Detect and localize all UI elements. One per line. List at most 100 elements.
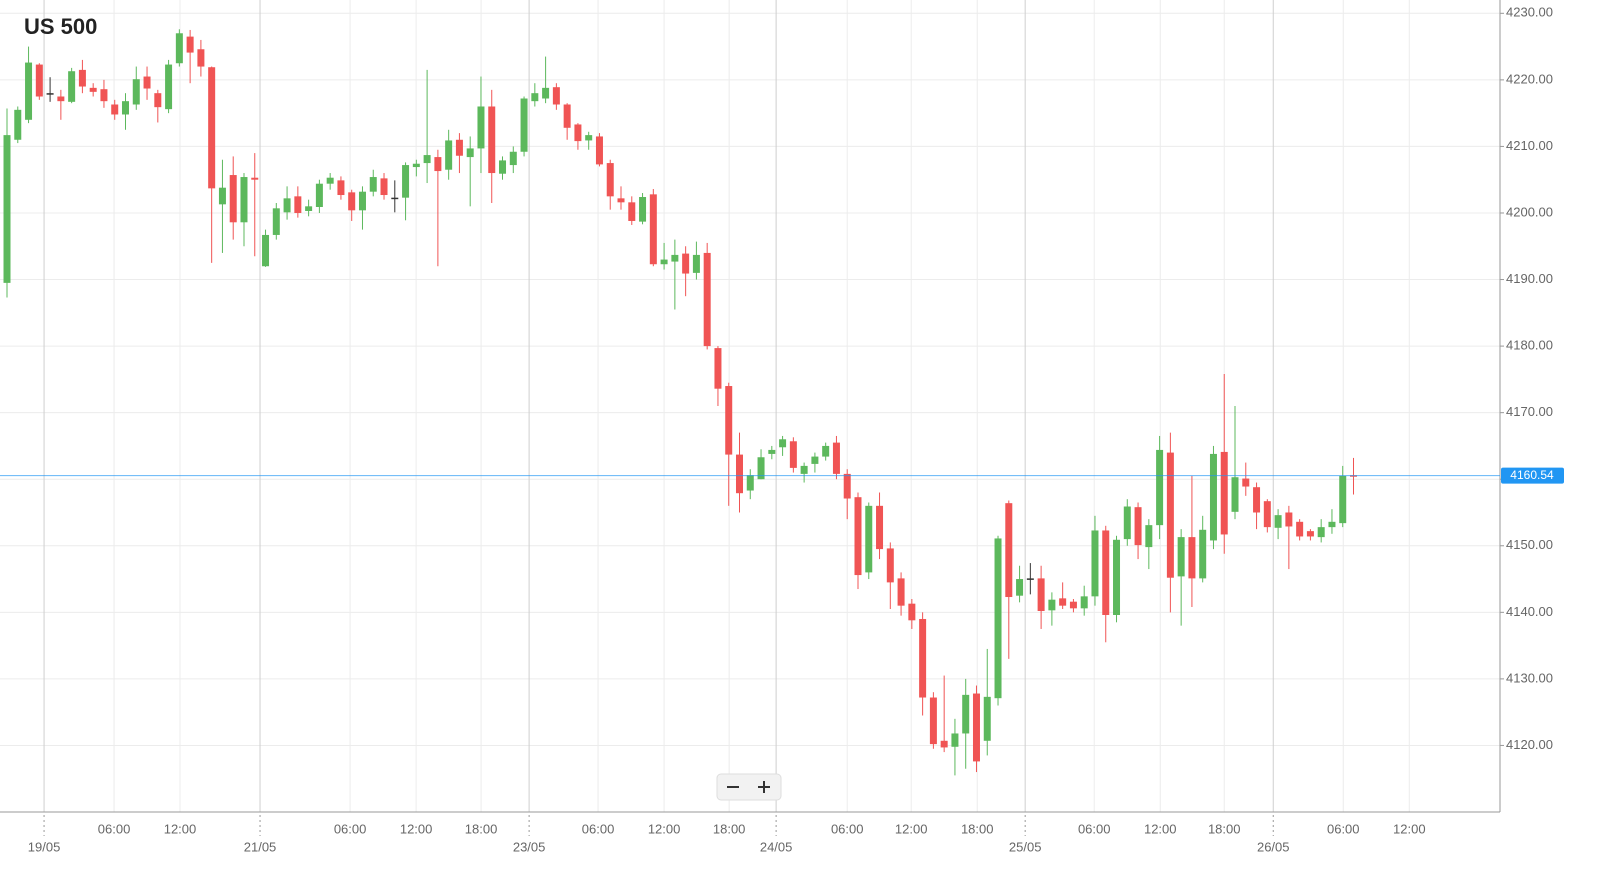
candle-body xyxy=(832,442,840,474)
candle-body xyxy=(262,234,270,267)
date-tick-label: 21/05 xyxy=(244,839,277,854)
candle-body xyxy=(3,135,11,283)
candle-body xyxy=(994,538,1002,699)
candle-body xyxy=(197,49,205,67)
candle-body xyxy=(714,348,722,389)
x-tick-label: 12:00 xyxy=(1144,821,1177,836)
current-price-label: 4160.54 xyxy=(1510,468,1554,482)
candle-body xyxy=(1134,507,1142,546)
candle-body xyxy=(1102,530,1110,615)
x-tick-label: 12:00 xyxy=(1393,821,1426,836)
candle-body xyxy=(229,175,237,223)
candle-body xyxy=(811,456,819,464)
candle-body xyxy=(542,87,550,99)
candle-body xyxy=(1113,539,1121,615)
candle-body xyxy=(1059,598,1067,606)
x-tick-label: 12:00 xyxy=(895,821,928,836)
x-tick-label: 06:00 xyxy=(831,821,864,836)
y-tick-label: 4130.00 xyxy=(1506,670,1553,685)
candle-body xyxy=(1145,525,1153,548)
zoom-in-button[interactable] xyxy=(749,775,780,799)
y-tick-label: 4200.00 xyxy=(1506,204,1553,219)
candle-body xyxy=(348,192,356,211)
candle-body xyxy=(757,457,765,480)
y-tick-label: 4170.00 xyxy=(1506,404,1553,419)
candle-body xyxy=(628,202,636,221)
y-tick-label: 4210.00 xyxy=(1506,138,1553,153)
candle-body xyxy=(315,183,323,207)
candle-body xyxy=(358,191,366,211)
candle-body xyxy=(369,177,377,192)
candle-body xyxy=(89,87,97,92)
x-tick-label: 06:00 xyxy=(582,821,615,836)
candle-body xyxy=(908,603,916,621)
candle-body xyxy=(822,445,830,457)
candle-body xyxy=(574,124,582,142)
candle-body xyxy=(1339,475,1347,524)
candle-body xyxy=(1317,527,1325,538)
x-tick-label: 18:00 xyxy=(713,821,746,836)
candle-body xyxy=(423,155,431,164)
y-tick-label: 4120.00 xyxy=(1506,737,1553,752)
candle-body xyxy=(531,93,539,102)
candle-body xyxy=(14,109,22,140)
candles xyxy=(3,29,1358,776)
candle-body xyxy=(1166,452,1174,578)
candle-body xyxy=(154,93,162,108)
candle-body xyxy=(1091,530,1099,597)
candle-body xyxy=(1177,537,1185,577)
candle-body xyxy=(455,139,463,156)
candle-body xyxy=(1080,596,1088,609)
candle-body xyxy=(68,71,76,102)
candle-body xyxy=(499,160,507,174)
candle-body xyxy=(445,140,453,170)
candle-body xyxy=(779,439,787,448)
candle-body xyxy=(1209,453,1217,541)
x-tick-label: 18:00 xyxy=(961,821,994,836)
candle-body xyxy=(100,89,108,102)
candle-body xyxy=(1231,477,1239,512)
candle-body xyxy=(919,618,927,698)
candle-body xyxy=(983,696,991,741)
zoom-out-button[interactable] xyxy=(718,775,749,799)
candle-body xyxy=(1253,487,1261,513)
candle-body xyxy=(606,163,614,197)
candle-body xyxy=(617,198,625,203)
x-tick-label: 06:00 xyxy=(98,821,131,836)
candle-body xyxy=(434,157,442,172)
candle-body xyxy=(865,505,873,573)
x-tick-label: 06:00 xyxy=(334,821,367,836)
grid xyxy=(0,0,1500,812)
candle-body xyxy=(725,386,733,455)
date-tick-label: 25/05 xyxy=(1009,839,1042,854)
candle-body xyxy=(682,253,690,274)
candle-body xyxy=(1328,521,1336,528)
x-tick-label: 12:00 xyxy=(648,821,681,836)
candle-body xyxy=(143,76,151,89)
y-tick-label: 4180.00 xyxy=(1506,338,1553,353)
date-tick-label: 19/05 xyxy=(28,839,61,854)
candle-body xyxy=(186,36,194,53)
y-tick-label: 4150.00 xyxy=(1506,537,1553,552)
candle-body xyxy=(962,694,970,734)
x-tick-label: 12:00 xyxy=(164,821,197,836)
candle-body xyxy=(121,101,129,115)
x-tick-label: 06:00 xyxy=(1078,821,1111,836)
candle-body xyxy=(391,197,399,200)
candle-body xyxy=(703,252,711,347)
candle-body xyxy=(25,62,33,120)
y-tick-label: 4190.00 xyxy=(1506,271,1553,286)
zoom-bar xyxy=(716,773,782,801)
candle-body xyxy=(746,475,754,491)
candle-body xyxy=(563,104,571,128)
candle-body xyxy=(509,151,517,166)
candle-body xyxy=(1220,451,1228,535)
candle-body xyxy=(488,106,496,174)
candle-body xyxy=(208,67,216,189)
chart-title: US 500 xyxy=(24,14,97,39)
candle-body xyxy=(552,87,560,105)
candle-body xyxy=(1069,601,1077,609)
candle-body xyxy=(1306,531,1314,537)
candle-body xyxy=(854,497,862,576)
